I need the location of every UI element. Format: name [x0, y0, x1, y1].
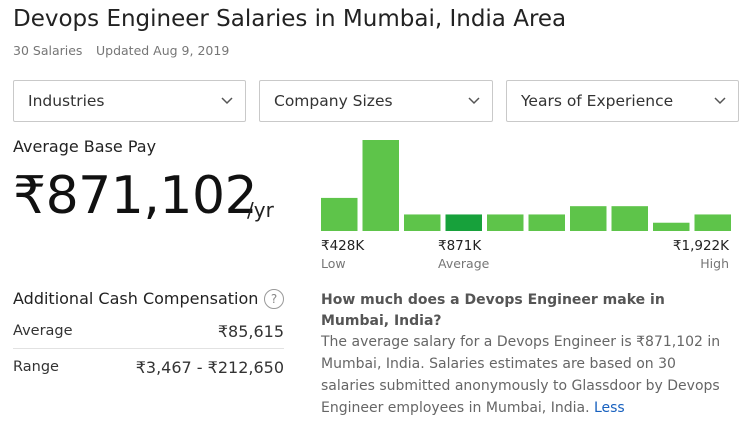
histogram-bar: [611, 206, 648, 231]
histogram-bar: [528, 214, 565, 231]
low-amount: ₹428K: [321, 238, 365, 254]
faq-answer: The average salary for a Devops Engineer…: [321, 334, 721, 416]
filter-dropdown[interactable]: Company Sizes: [259, 80, 493, 122]
base-pay-amount: ₹871,102: [13, 166, 258, 226]
chevron: [714, 97, 726, 105]
average-label: Average: [438, 256, 490, 271]
cash-row-value: ₹3,467 - ₹212,650: [135, 358, 284, 377]
salary-histogram: [321, 140, 731, 231]
updated-date: Updated Aug 9, 2019: [96, 43, 230, 58]
cash-row-value: ₹85,615: [217, 322, 284, 341]
base-pay-unit: /yr: [247, 198, 274, 222]
low-label: Low: [321, 256, 346, 271]
average-amount: ₹871K: [438, 238, 482, 254]
filter-dropdown[interactable]: Years of Experience: [506, 80, 739, 122]
salary-count: 30 Salaries: [13, 43, 83, 58]
histogram-bar: [321, 197, 358, 231]
faq-question: How much does a Devops Engineer make in …: [321, 292, 665, 329]
page-title: Devops Engineer Salaries in Mumbai, Indi…: [13, 6, 567, 32]
histogram-bar: [653, 222, 690, 231]
cash-row-label: Average: [13, 323, 73, 339]
histogram-bar: [694, 214, 731, 231]
histogram-bar: [487, 214, 524, 231]
high-label: High: [700, 256, 729, 271]
cash-row-label: Range: [13, 359, 59, 375]
filter-label: Company Sizes: [274, 92, 393, 110]
filter-dropdown[interactable]: Industries: [13, 80, 246, 122]
high-amount: ₹1,922K: [672, 238, 729, 254]
histogram-bar: [404, 214, 441, 231]
base-pay-label: Average Base Pay: [13, 137, 157, 156]
help-icon[interactable]: ?: [264, 289, 284, 309]
cash-title: Additional Cash Compensation: [13, 289, 259, 308]
histogram-bar: [362, 140, 399, 231]
less-link[interactable]: Less: [593, 400, 625, 416]
filter-label: Industries: [28, 92, 105, 110]
chevron: [468, 97, 480, 105]
histogram-bar: [445, 214, 482, 231]
filter-label: Years of Experience: [521, 92, 674, 110]
divider: [13, 348, 284, 349]
chevron: [221, 97, 233, 105]
faq-answer-block: The average salary for a Devops Engineer…: [321, 331, 731, 419]
histogram-bar: [570, 206, 607, 231]
